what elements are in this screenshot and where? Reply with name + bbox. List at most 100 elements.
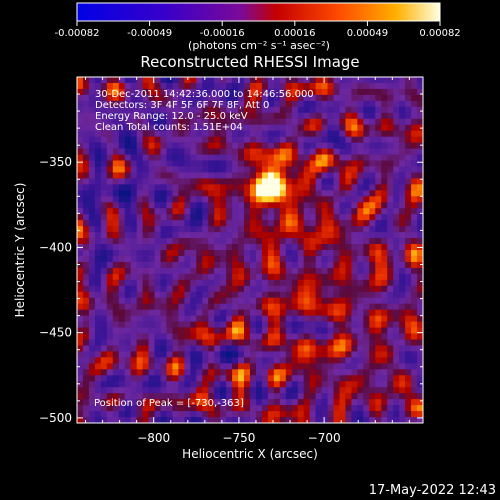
heatmap-cell: [160, 327, 167, 334]
heatmap-cell: [267, 94, 275, 102]
heatmap-cell: [309, 321, 316, 328]
heatmap-cell: [375, 202, 382, 209]
heatmap-cell: [405, 339, 412, 346]
heatmap-cell: [345, 369, 352, 376]
heatmap-cell: [136, 100, 143, 108]
heatmap-cell: [178, 118, 185, 126]
heatmap-cell: [315, 339, 322, 346]
heatmap-cell: [106, 405, 114, 412]
heatmap-cell: [417, 315, 423, 322]
heatmap-cell: [285, 214, 293, 221]
heatmap-cell: [148, 255, 155, 263]
heatmap-cell: [100, 214, 108, 221]
heatmap-cell: [405, 100, 412, 108]
heatmap-cell: [279, 94, 287, 102]
heatmap-cell: [357, 279, 364, 287]
heatmap-cell: [297, 196, 304, 203]
heatmap-cell: [375, 315, 382, 322]
heatmap-cell: [327, 94, 334, 102]
heatmap-cell: [184, 285, 191, 293]
heatmap-cell: [106, 387, 114, 394]
heatmap-cell: [399, 363, 406, 370]
heatmap-cell: [333, 405, 340, 412]
heatmap-cell: [351, 190, 358, 197]
heatmap-cell: [285, 172, 293, 179]
heatmap-cell: [399, 417, 406, 423]
heatmap-cell: [184, 261, 191, 269]
heatmap-cell: [309, 196, 316, 203]
heatmap-cell: [112, 393, 120, 400]
heatmap-cell: [154, 279, 161, 287]
heatmap-cell: [166, 142, 173, 149]
heatmap-cell: [238, 411, 245, 418]
heatmap-cell: [363, 393, 370, 400]
heatmap-cell: [232, 315, 239, 322]
heatmap-cell: [130, 267, 137, 275]
heatmap-cell: [220, 136, 227, 143]
heatmap-cell: [315, 417, 322, 423]
heatmap-cell: [190, 375, 197, 382]
heatmap-cell: [309, 250, 316, 257]
heatmap-cell: [273, 196, 281, 203]
heatmap-cell: [226, 184, 233, 191]
heatmap-cell: [399, 238, 406, 245]
heatmap-cell: [255, 142, 263, 149]
heatmap-cell: [405, 405, 412, 412]
heatmap-cell: [238, 214, 245, 221]
heatmap-cell: [88, 369, 96, 376]
heatmap-cell: [226, 261, 233, 269]
heatmap-cell: [327, 208, 334, 215]
heatmap-cell: [238, 393, 245, 400]
heatmap-cell: [411, 399, 418, 406]
heatmap-cell: [309, 220, 316, 227]
heatmap-cell: [202, 244, 209, 251]
heatmap-cell: [399, 333, 406, 340]
heatmap-cell: [279, 112, 287, 120]
heatmap-cell: [88, 387, 96, 394]
info-line: Clean Total counts: 1.51E+04: [95, 122, 243, 133]
heatmap-cell: [411, 369, 418, 376]
heatmap-cell: [303, 238, 310, 245]
heatmap-cell: [363, 172, 370, 179]
heatmap-cell: [291, 351, 299, 358]
heatmap-cell: [184, 309, 191, 316]
heatmap-cell: [88, 393, 96, 400]
heatmap-cell: [255, 220, 263, 227]
colorbar-tick-label: 0.00016: [274, 28, 315, 39]
heatmap-cell: [208, 393, 215, 400]
heatmap-cell: [124, 106, 131, 114]
heatmap-cell: [345, 345, 352, 352]
heatmap-cell: [375, 279, 382, 287]
heatmap-cell: [267, 178, 275, 185]
heatmap-cell: [244, 387, 251, 394]
heatmap-cell: [220, 363, 227, 370]
heatmap-cell: [405, 202, 412, 209]
heatmap-cell: [226, 327, 233, 334]
heatmap-cell: [357, 94, 364, 102]
heatmap-cell: [160, 208, 167, 215]
heatmap-cell: [411, 112, 418, 120]
heatmap-cell: [381, 279, 388, 287]
heatmap-cell: [94, 250, 102, 257]
heatmap-cell: [261, 208, 269, 215]
heatmap-cell: [351, 375, 358, 382]
heatmap-cell: [154, 88, 161, 96]
heatmap-cell: [267, 202, 275, 209]
heatmap-cell: [106, 297, 114, 304]
heatmap-cell: [303, 267, 310, 275]
heatmap-cell: [106, 381, 114, 388]
heatmap-cell: [238, 148, 245, 155]
heatmap-cell: [172, 106, 179, 114]
heatmap-cell: [273, 208, 281, 215]
heatmap-cell: [250, 315, 257, 322]
heatmap-cell: [130, 82, 137, 90]
heatmap-cell: [238, 315, 245, 322]
heatmap-cell: [118, 255, 126, 263]
heatmap-cell: [214, 357, 221, 364]
heatmap-cell: [100, 387, 108, 394]
heatmap-cell: [190, 77, 197, 84]
heatmap-cell: [154, 250, 161, 257]
heatmap-cell: [232, 357, 239, 364]
heatmap-cell: [88, 303, 96, 310]
heatmap-cell: [387, 100, 394, 108]
